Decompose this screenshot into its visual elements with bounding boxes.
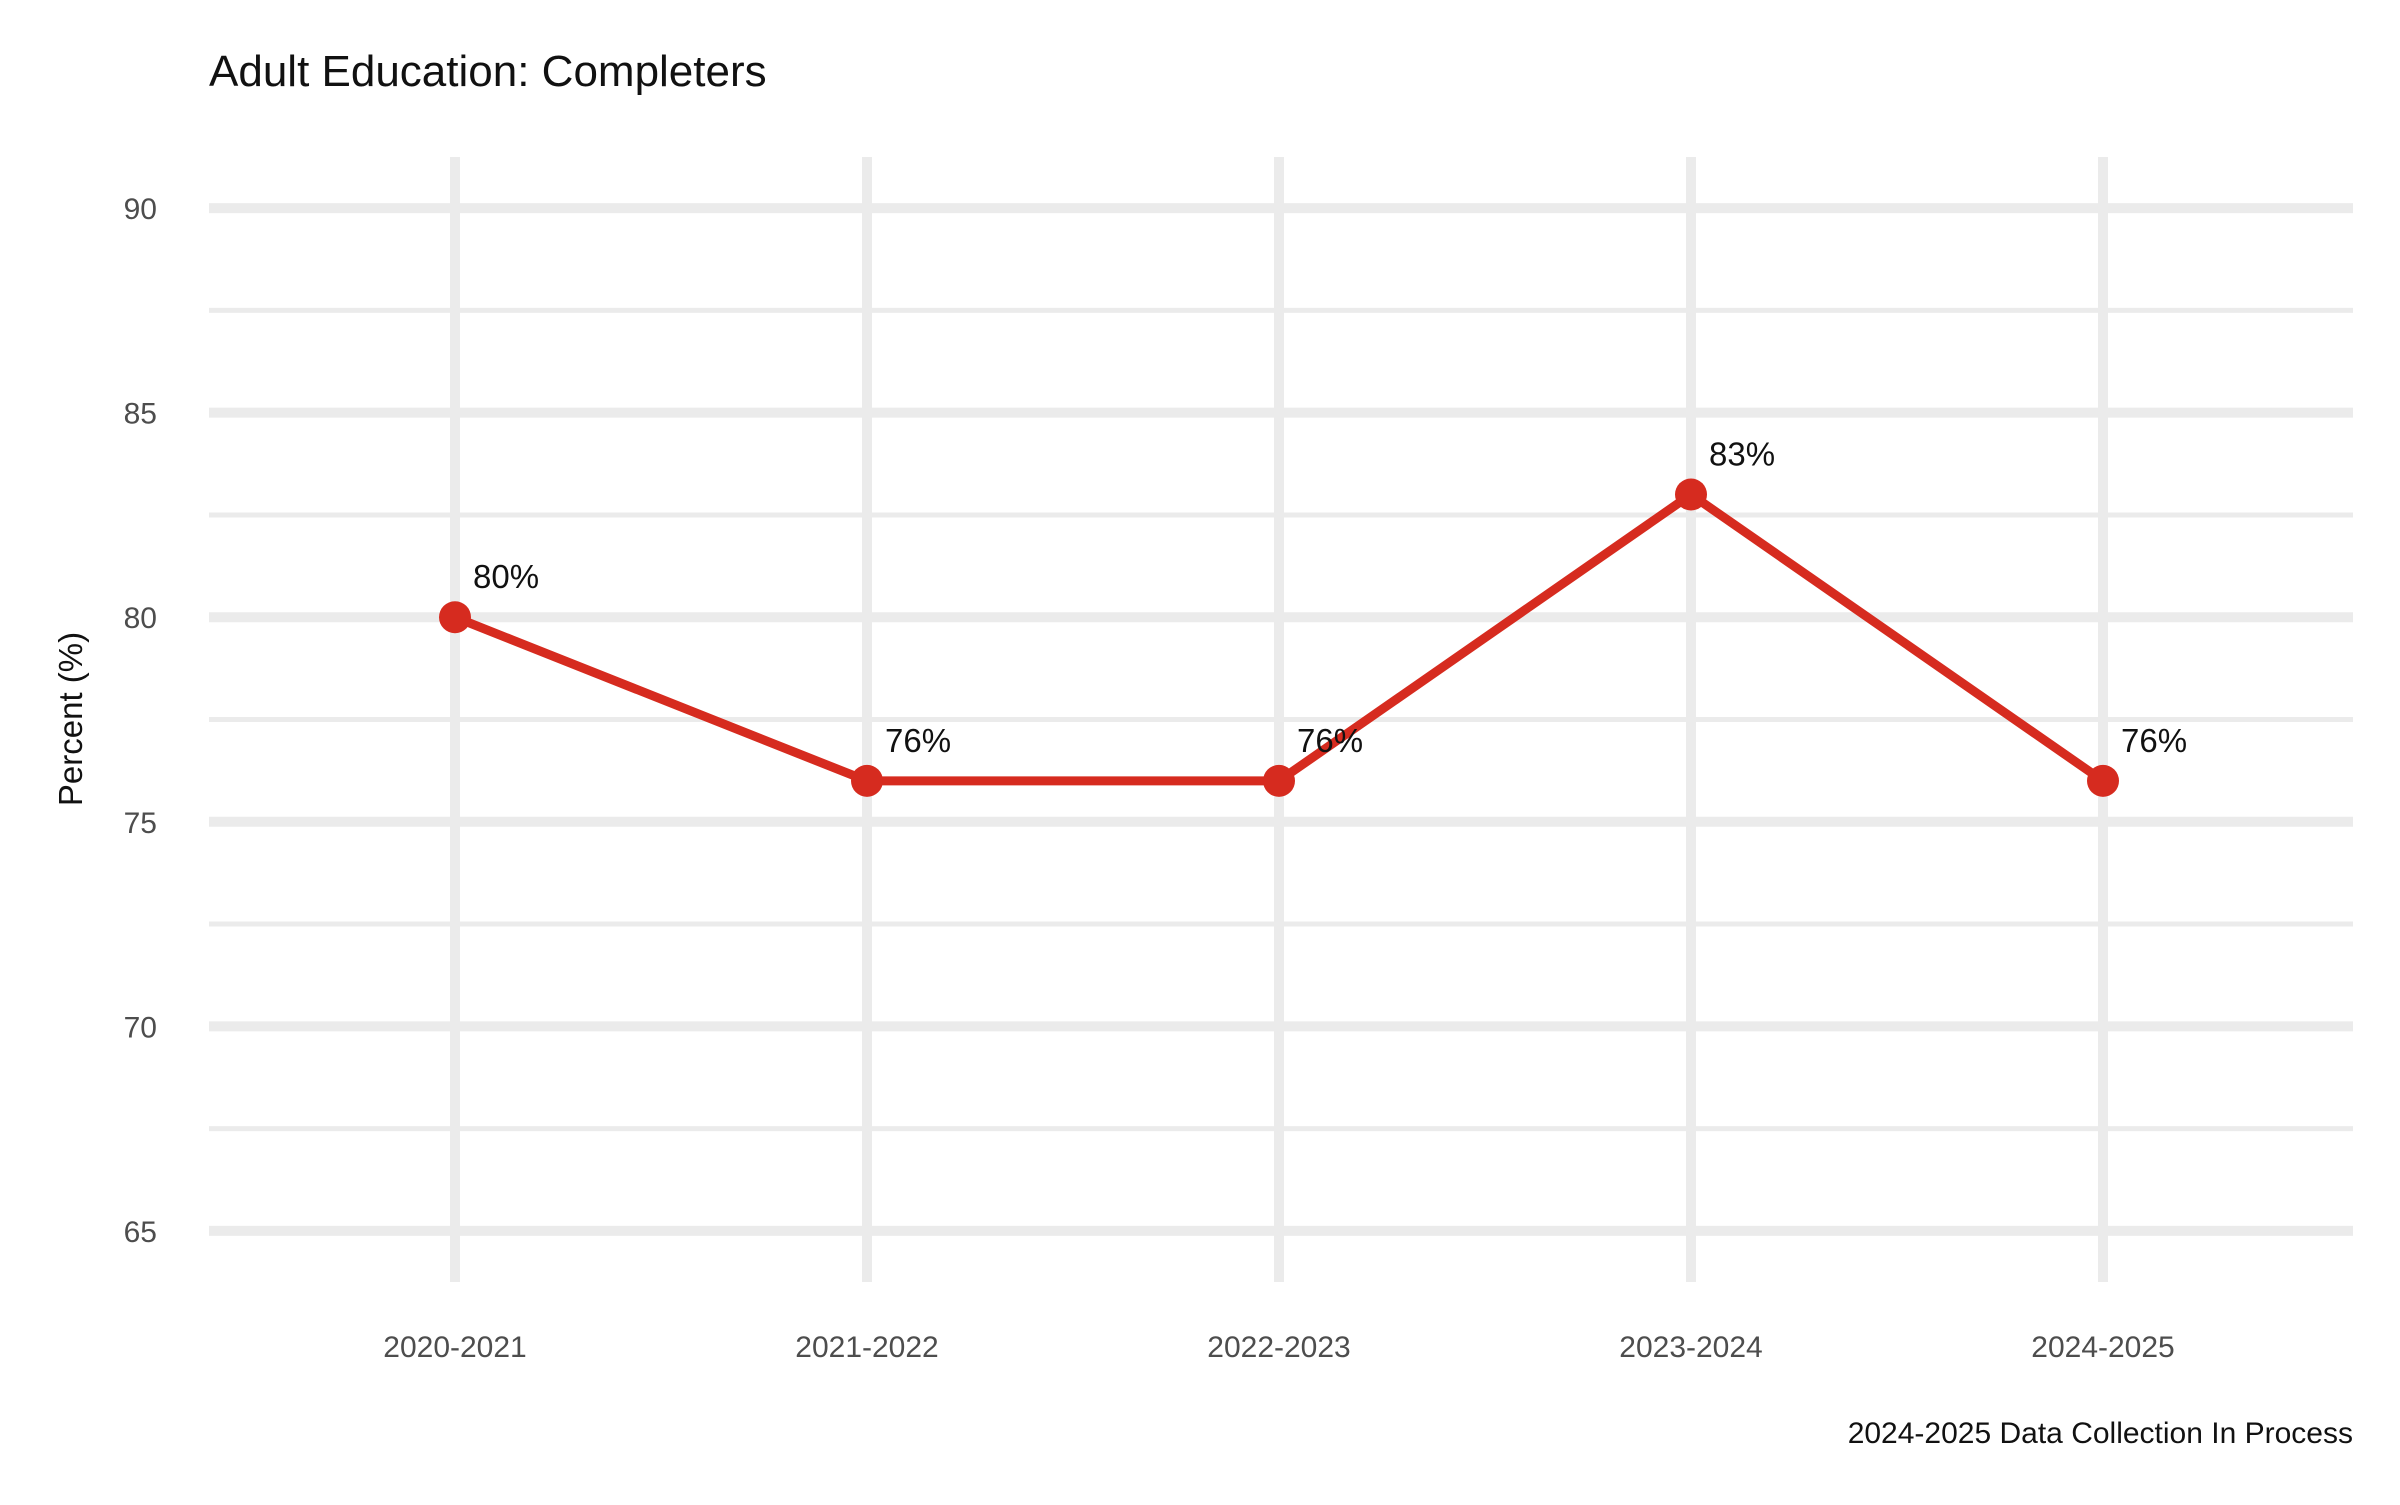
data-point: [2087, 764, 2119, 797]
data-point: [1675, 478, 1707, 511]
grid-layer: [209, 157, 2353, 1282]
label-layer: 65 70 75 80 85 90 2020-2021 2021-2022 2022-2023 2…: [124, 193, 2187, 1364]
y-tick-label: 75: [124, 807, 157, 840]
data-label: 76%: [885, 722, 951, 759]
x-tick-label: 2024-2025: [2031, 1331, 2174, 1364]
x-tick-label: 2022-2023: [1207, 1331, 1350, 1364]
y-tick-label: 70: [124, 1011, 157, 1044]
data-label: 83%: [1709, 436, 1775, 473]
y-axis-title: Percent (%): [52, 632, 89, 806]
chart-caption: 2024-2025 Data Collection In Process: [1848, 1417, 2353, 1450]
chart-title: Adult Education: Completers: [209, 47, 767, 96]
data-label: 76%: [2121, 722, 2187, 759]
series-layer: [439, 478, 2119, 797]
y-tick-label: 90: [124, 193, 157, 226]
data-point: [1263, 764, 1295, 797]
x-tick-label: 2020-2021: [383, 1331, 526, 1364]
y-tick-label: 65: [124, 1216, 157, 1249]
x-tick-label: 2023-2024: [1619, 1331, 1762, 1364]
x-tick-label: 2021-2022: [795, 1331, 938, 1364]
y-tick-label: 85: [124, 398, 157, 431]
data-point: [439, 601, 471, 634]
data-point: [851, 764, 883, 797]
data-label: 80%: [473, 558, 539, 595]
data-label: 76%: [1297, 722, 1363, 759]
y-tick-label: 80: [124, 602, 157, 635]
